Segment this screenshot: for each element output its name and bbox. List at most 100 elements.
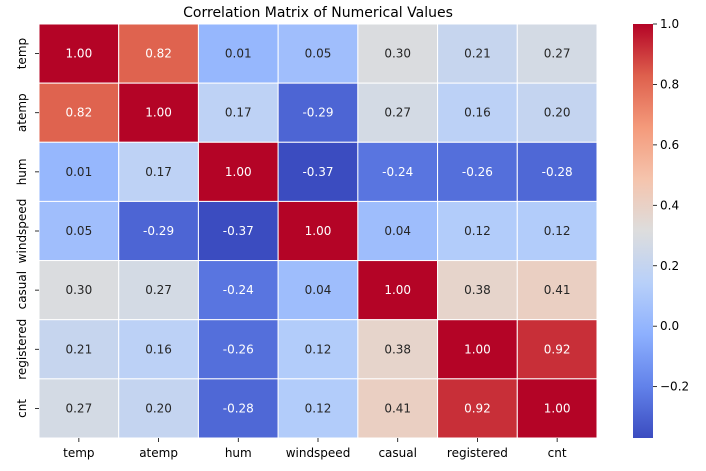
cell-value-label: 0.92 bbox=[464, 401, 491, 415]
y-tick-label-atemp: atemp bbox=[15, 93, 29, 132]
heatmap-cell-atemp-hum bbox=[197, 82, 279, 143]
heatmap-cell-hum-windspeed bbox=[277, 141, 359, 202]
cell-value-label: 1.00 bbox=[145, 106, 172, 120]
cell-value-label: 0.05 bbox=[65, 224, 92, 238]
cell-value-label: 0.17 bbox=[145, 165, 172, 179]
x-axis: temp atemp hum windspeed casual registered cnt bbox=[63, 438, 567, 460]
x-tick-label-atemp: atemp bbox=[139, 446, 178, 460]
heatmap-cell-temp-atemp bbox=[118, 23, 199, 84]
heatmap-cell-temp-hum bbox=[197, 23, 279, 84]
heatmap-cell-hum-hum bbox=[197, 141, 279, 202]
cell-value-label: 0.21 bbox=[464, 47, 491, 61]
cell-value-label: 0.82 bbox=[145, 47, 172, 61]
cell-value-label: 0.04 bbox=[384, 224, 411, 238]
cell-value-label: 0.30 bbox=[65, 283, 92, 297]
cell-value-label: 1.00 bbox=[464, 342, 491, 356]
heatmap-cell-cnt-casual bbox=[357, 378, 439, 439]
x-tick-label-temp: temp bbox=[63, 446, 94, 460]
cell-value-label: 0.38 bbox=[464, 283, 491, 297]
colorbar-tick-label: 1.0 bbox=[660, 17, 679, 31]
x-tick-label-hum: hum bbox=[225, 446, 252, 460]
cell-value-label: 0.12 bbox=[464, 224, 491, 238]
heatmap-cell-cnt-registered bbox=[437, 378, 518, 439]
heatmap-cell-cnt-hum bbox=[197, 378, 279, 439]
cell-value-label: -0.37 bbox=[223, 224, 254, 238]
y-tick-label-windspeed: windspeed bbox=[15, 199, 29, 264]
colorbar-gradient bbox=[633, 24, 653, 438]
cell-value-label: 1.00 bbox=[65, 47, 92, 61]
y-tick-label-hum: hum bbox=[15, 158, 29, 185]
cell-value-label: 0.01 bbox=[225, 47, 252, 61]
heatmap-cell-windspeed-temp bbox=[38, 200, 120, 262]
heatmap-cell-hum-casual bbox=[357, 141, 439, 202]
colorbar-tick-label: 0.6 bbox=[660, 138, 679, 152]
cell-value-label: 0.16 bbox=[464, 106, 491, 120]
heatmap-cell-windspeed-cnt bbox=[516, 200, 598, 262]
y-axis: temp atemp hum windspeed casual registered cnt bbox=[15, 38, 39, 418]
y-tick-label-casual: casual bbox=[15, 271, 29, 310]
cell-value-label: 1.00 bbox=[225, 165, 252, 179]
y-tick-label-cnt: cnt bbox=[15, 399, 29, 418]
cell-value-label: -0.26 bbox=[462, 165, 493, 179]
cell-value-label: -0.37 bbox=[302, 165, 333, 179]
cell-value-label: 0.41 bbox=[384, 401, 411, 415]
heatmap-cell-windspeed-windspeed bbox=[277, 200, 359, 262]
cell-value-label: -0.28 bbox=[223, 401, 254, 415]
heatmap-cell-hum-registered bbox=[437, 141, 518, 202]
cell-value-label: 0.17 bbox=[225, 106, 252, 120]
cell-value-label: -0.29 bbox=[143, 224, 174, 238]
cell-value-label: 0.27 bbox=[384, 106, 411, 120]
heatmap-cell-windspeed-registered bbox=[437, 200, 518, 262]
x-tick-label-casual: casual bbox=[378, 446, 417, 460]
cell-value-label: 0.27 bbox=[65, 401, 92, 415]
cell-value-label: -0.28 bbox=[542, 165, 573, 179]
cell-value-label: -0.29 bbox=[302, 106, 333, 120]
cell-value-label: 0.21 bbox=[65, 342, 92, 356]
cell-value-label: 1.00 bbox=[544, 401, 571, 415]
cell-value-label: 0.27 bbox=[544, 47, 571, 61]
heatmap-cell-atemp-casual bbox=[357, 82, 439, 143]
cell-value-label: 0.41 bbox=[544, 283, 571, 297]
heatmap-cells: 1.00 0.82 0.01 0.05 0.30 0.21 0.27 0.82 1.00 0.17… bbox=[38, 23, 598, 439]
heatmap-cell-registered-temp bbox=[38, 319, 120, 380]
heatmap-cell-atemp-cnt bbox=[516, 82, 598, 143]
cell-value-label: 0.20 bbox=[544, 106, 571, 120]
chart-title: Correlation Matrix of Numerical Values bbox=[183, 5, 453, 21]
heatmap-cell-casual-hum bbox=[197, 260, 279, 321]
cell-value-label: 1.00 bbox=[305, 224, 332, 238]
heatmap-cell-registered-cnt bbox=[516, 319, 598, 380]
heatmap-cell-registered-atemp bbox=[118, 319, 199, 380]
heatmap-cell-cnt-cnt bbox=[516, 378, 598, 439]
cell-value-label: 0.20 bbox=[145, 401, 172, 415]
y-tick-label-registered: registered bbox=[15, 319, 29, 380]
heatmap-cell-hum-cnt bbox=[516, 141, 598, 202]
colorbar-tick-label: 0.2 bbox=[660, 259, 679, 273]
cell-value-label: -0.24 bbox=[382, 165, 413, 179]
heatmap-cell-temp-windspeed bbox=[277, 23, 359, 84]
heatmap-cell-registered-windspeed bbox=[277, 319, 359, 380]
cell-value-label: 0.16 bbox=[145, 342, 172, 356]
heatmap-cell-registered-hum bbox=[197, 319, 279, 380]
y-tick-label-temp: temp bbox=[15, 38, 29, 69]
colorbar-tick-label: 0.0 bbox=[660, 319, 679, 333]
heatmap-cell-windspeed-atemp bbox=[118, 200, 199, 262]
heatmap-cell-casual-temp bbox=[38, 260, 120, 321]
heatmap-cell-temp-registered bbox=[437, 23, 518, 84]
cell-value-label: 0.82 bbox=[65, 106, 92, 120]
cell-value-label: 0.12 bbox=[305, 401, 332, 415]
colorbar-tick-label: 0.8 bbox=[660, 77, 679, 91]
colorbar: −0.2 0.0 0.2 0.4 0.6 0.8 1.0 bbox=[633, 17, 689, 438]
cell-value-label: 0.27 bbox=[145, 283, 172, 297]
cell-value-label: -0.24 bbox=[223, 283, 254, 297]
colorbar-tick-label: 0.4 bbox=[660, 198, 679, 212]
heatmap-cell-cnt-windspeed bbox=[277, 378, 359, 439]
cell-value-label: 0.92 bbox=[544, 342, 571, 356]
x-tick-label-windspeed: windspeed bbox=[286, 446, 351, 460]
cell-value-label: 1.00 bbox=[384, 283, 411, 297]
heatmap-cell-temp-temp bbox=[38, 23, 120, 84]
cell-value-label: 0.12 bbox=[305, 342, 332, 356]
x-tick-label-cnt: cnt bbox=[548, 446, 567, 460]
cell-value-label: 0.01 bbox=[65, 165, 92, 179]
heatmap-cell-cnt-temp bbox=[38, 378, 120, 439]
